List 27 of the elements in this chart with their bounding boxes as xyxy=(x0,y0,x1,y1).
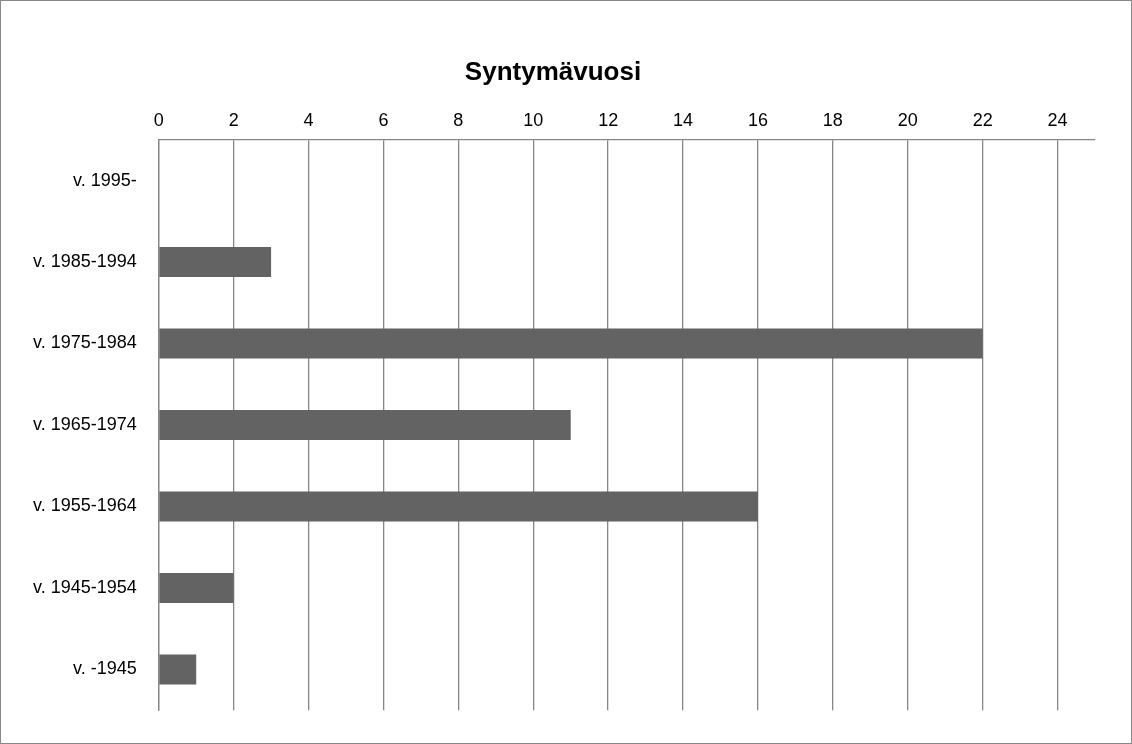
x-tick-label: 16 xyxy=(747,109,768,130)
bar xyxy=(159,409,571,441)
y-tick-label: v. 1945-1954 xyxy=(33,576,137,597)
bar xyxy=(159,246,272,278)
x-tick-label: 0 xyxy=(153,109,164,130)
x-tick-label: 4 xyxy=(303,109,314,130)
y-tick-label: v. 1975-1984 xyxy=(33,332,137,353)
y-tick-label: v. 1995- xyxy=(73,169,137,190)
y-tick-label: v. 1985-1994 xyxy=(33,251,137,271)
bar xyxy=(159,491,758,522)
y-tick-label: v. 1965-1974 xyxy=(33,413,137,434)
x-tick-label: 12 xyxy=(598,109,619,130)
chart-title: Syntymävuosi xyxy=(464,55,642,86)
x-tick-label: 6 xyxy=(378,109,389,130)
y-tick-label: v. -1945 xyxy=(73,658,137,679)
x-tick-label: 24 xyxy=(1047,109,1068,130)
bar xyxy=(159,572,234,604)
bar xyxy=(159,654,197,685)
x-tick-label: 14 xyxy=(673,109,694,130)
x-tick-label: 22 xyxy=(972,109,993,130)
x-tick-label: 20 xyxy=(897,109,918,130)
x-tick-label: 10 xyxy=(523,109,544,130)
y-tick-label: v. 1955-1964 xyxy=(33,495,137,516)
x-tick-label: 18 xyxy=(822,109,843,130)
bar xyxy=(159,328,983,359)
x-tick-label: 8 xyxy=(453,109,464,130)
x-tick-label: 2 xyxy=(228,109,239,130)
